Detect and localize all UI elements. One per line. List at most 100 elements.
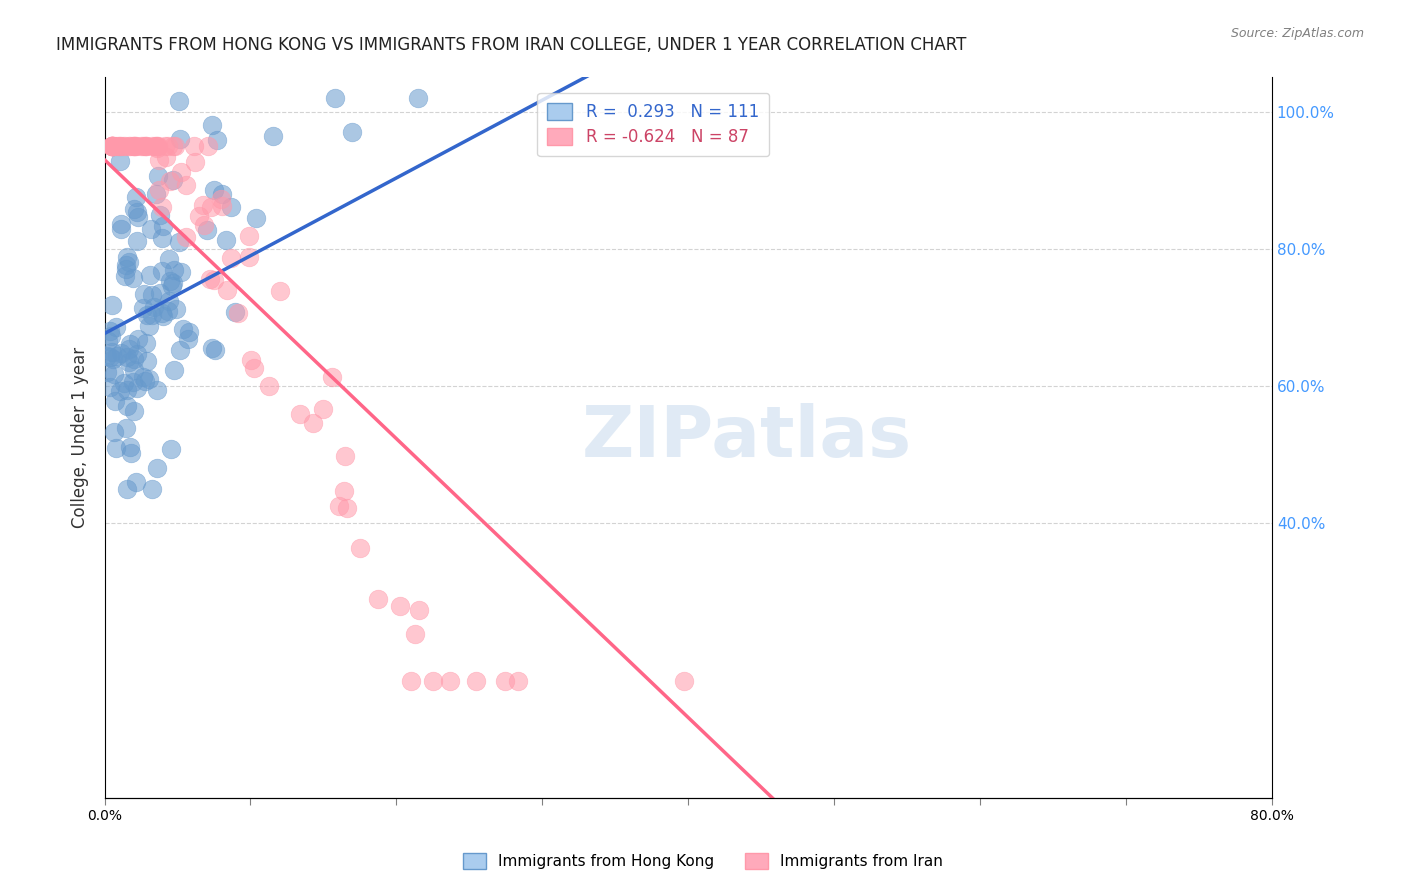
Point: [217, 283, 239, 297]
Point: [146, 141, 169, 155]
Point: [105, 349, 128, 363]
Point: [117, 351, 139, 365]
Point: [122, 363, 145, 377]
Point: [494, 674, 516, 689]
Point: [115, 399, 138, 413]
Point: [163, 363, 186, 377]
Point: [146, 461, 169, 475]
Point: [163, 263, 186, 277]
Point: [118, 255, 141, 269]
Point: [132, 369, 155, 384]
Point: [141, 287, 163, 301]
Point: [127, 211, 149, 225]
Point: [146, 139, 169, 153]
Point: [101, 139, 124, 153]
Point: [101, 139, 124, 153]
Point: [215, 233, 238, 247]
Point: [242, 360, 264, 375]
Point: [115, 384, 138, 398]
Point: [112, 139, 135, 153]
Point: [174, 230, 197, 244]
Point: [103, 425, 125, 439]
Point: [157, 294, 180, 309]
Point: [162, 276, 184, 290]
Point: [110, 346, 132, 360]
Point: [138, 318, 160, 333]
Point: [96, 365, 118, 379]
Point: [118, 342, 141, 356]
Point: [97, 334, 120, 349]
Point: [124, 139, 146, 153]
Point: [302, 416, 325, 430]
Point: [124, 139, 146, 153]
Point: [238, 229, 260, 244]
Point: [152, 310, 174, 324]
Point: [257, 379, 280, 393]
Point: [211, 198, 233, 212]
Point: [125, 381, 148, 395]
Point: [124, 139, 146, 153]
Point: [114, 139, 136, 153]
Point: [121, 139, 143, 153]
Point: [122, 271, 145, 285]
Point: [148, 183, 170, 197]
Text: Source: ZipAtlas.com: Source: ZipAtlas.com: [1230, 27, 1364, 40]
Point: [125, 234, 148, 248]
Text: ZIPatlas: ZIPatlas: [582, 403, 911, 472]
Point: [328, 499, 350, 513]
Point: [240, 353, 263, 368]
Point: [104, 441, 127, 455]
Point: [404, 626, 426, 640]
Point: [349, 541, 371, 555]
Point: [148, 169, 170, 183]
Point: [262, 129, 284, 144]
Point: [135, 308, 157, 322]
Point: [127, 347, 149, 361]
Point: [288, 407, 311, 421]
Point: [174, 178, 197, 193]
Point: [188, 209, 211, 223]
Point: [132, 301, 155, 316]
Point: [209, 192, 232, 206]
Point: [136, 353, 159, 368]
Point: [135, 335, 157, 350]
Point: [110, 221, 132, 235]
Point: [98, 350, 121, 364]
Point: [333, 484, 356, 499]
Point: [155, 150, 177, 164]
Point: [103, 368, 125, 382]
Point: [159, 174, 181, 188]
Point: [120, 139, 142, 153]
Point: [191, 198, 214, 212]
Point: [673, 674, 696, 689]
Point: [200, 272, 222, 286]
Text: IMMIGRANTS FROM HONG KONG VS IMMIGRANTS FROM IRAN COLLEGE, UNDER 1 YEAR CORRELAT: IMMIGRANTS FROM HONG KONG VS IMMIGRANTS …: [56, 36, 966, 54]
Point: [122, 351, 145, 366]
Point: [146, 383, 169, 397]
Point: [170, 264, 193, 278]
Point: [238, 250, 260, 264]
Point: [120, 336, 142, 351]
Point: [141, 308, 163, 322]
Point: [125, 475, 148, 490]
Point: [157, 252, 180, 266]
Point: [120, 446, 142, 460]
Point: [101, 139, 124, 153]
Point: [340, 125, 363, 139]
Point: [118, 355, 141, 369]
Point: [205, 133, 228, 147]
Point: [125, 190, 148, 204]
Point: [118, 139, 141, 153]
Point: [132, 139, 155, 153]
Point: [115, 250, 138, 264]
Point: [141, 482, 163, 496]
Point: [226, 306, 249, 320]
Point: [129, 139, 152, 153]
Point: [156, 139, 179, 153]
Point: [335, 450, 357, 464]
Point: [101, 139, 124, 153]
Point: [101, 139, 124, 153]
Point: [100, 380, 122, 394]
Point: [200, 200, 222, 214]
Point: [146, 139, 169, 153]
